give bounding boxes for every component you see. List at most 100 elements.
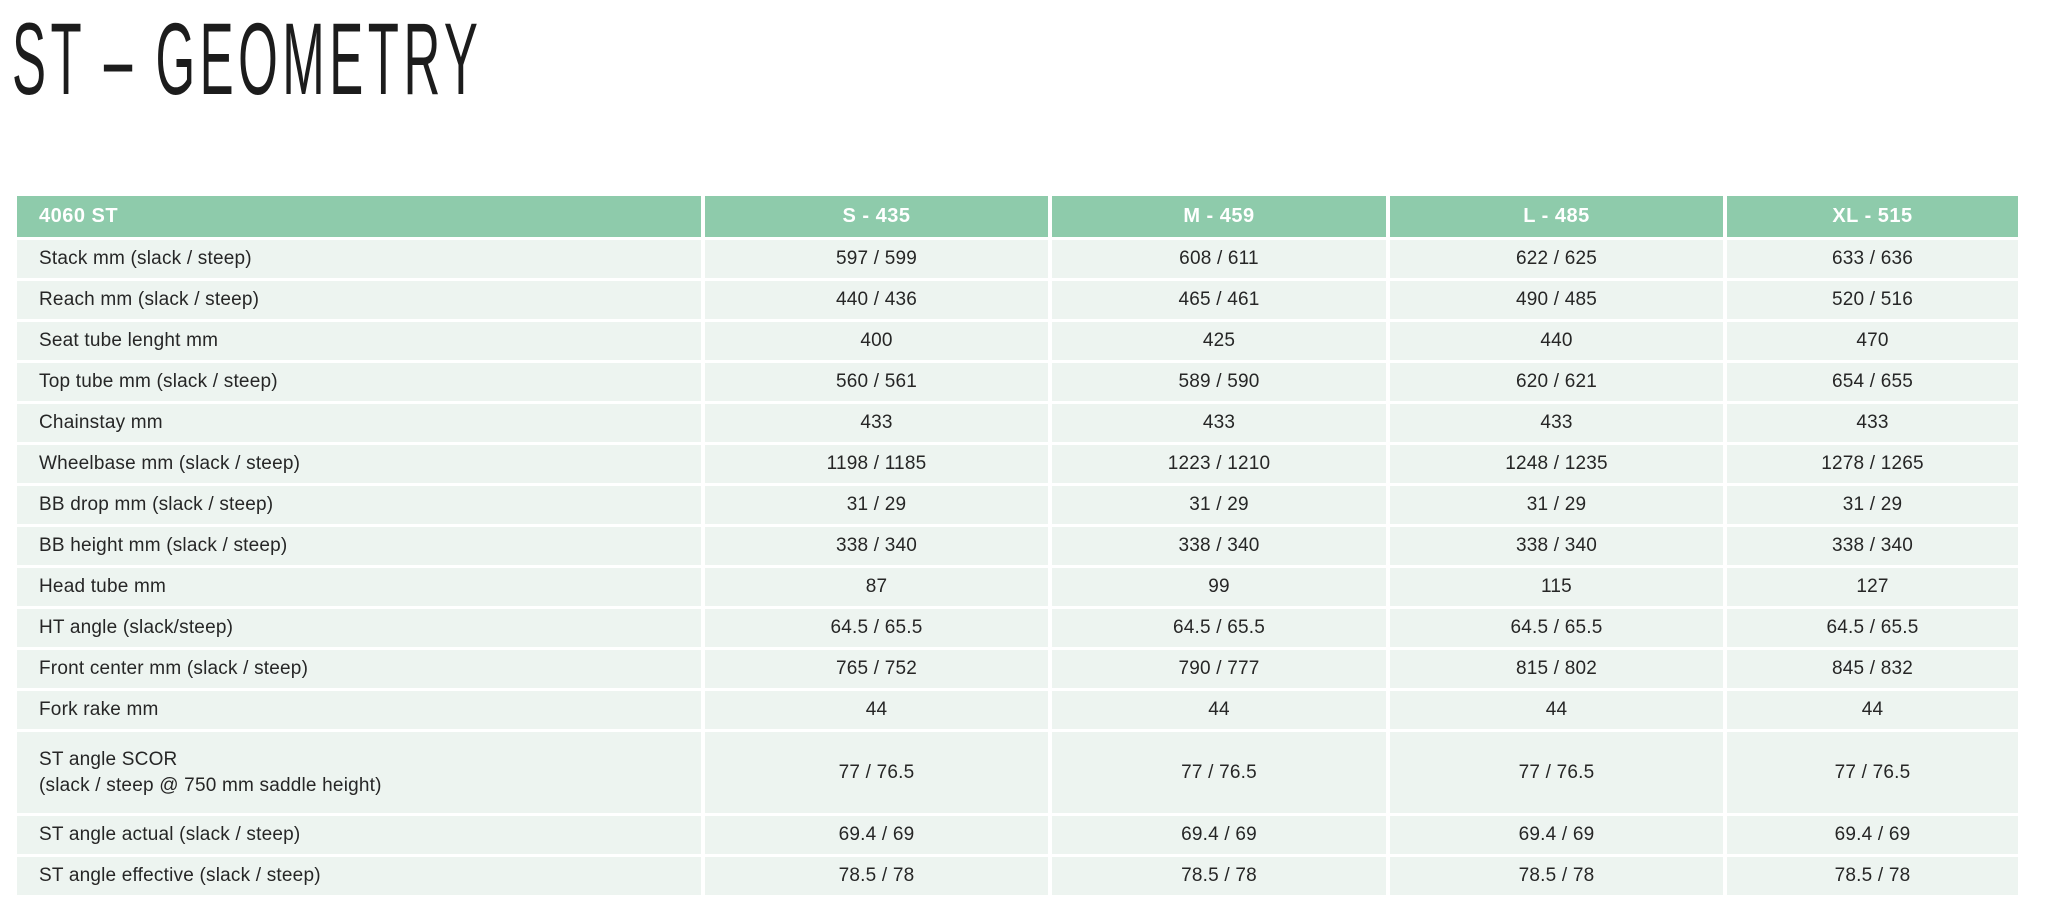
cell-value: 470 (1727, 322, 2018, 360)
cell-value: 338 / 340 (1052, 527, 1390, 565)
cell-value: 31 / 29 (705, 486, 1052, 524)
table-row: BB drop mm (slack / steep) 31 / 29 31 / 29… (17, 486, 2018, 524)
table-row: Chainstay mm 433 433 433 433 (17, 404, 2018, 442)
cell-value: 440 / 436 (705, 281, 1052, 319)
table-row: Seat tube lenght mm 400 425 440 470 (17, 322, 2018, 360)
cell-value: 127 (1727, 568, 2018, 606)
cell-value: 31 / 29 (1052, 486, 1390, 524)
cell-value: 44 (1727, 691, 2018, 729)
row-label: Stack mm (slack / steep) (17, 240, 705, 278)
cell-value: 490 / 485 (1390, 281, 1727, 319)
cell-value: 31 / 29 (1390, 486, 1727, 524)
cell-value: 790 / 777 (1052, 650, 1390, 688)
cell-value: 69.4 / 69 (1727, 816, 2018, 854)
cell-value: 1248 / 1235 (1390, 445, 1727, 483)
table-row: Top tube mm (slack / steep) 560 / 561 589 … (17, 363, 2018, 401)
cell-value: 433 (1052, 404, 1390, 442)
row-label: ST angle actual (slack / steep) (17, 816, 705, 854)
cell-value: 44 (705, 691, 1052, 729)
cell-value: 400 (705, 322, 1052, 360)
row-label: BB height mm (slack / steep) (17, 527, 705, 565)
cell-value: 815 / 802 (1390, 650, 1727, 688)
cell-value: 64.5 / 65.5 (1052, 609, 1390, 647)
table-row: Reach mm (slack / steep) 440 / 436 465 / 4… (17, 281, 2018, 319)
cell-value: 608 / 611 (1052, 240, 1390, 278)
table-header-row: 4060 ST S - 435 M - 459 L - 485 XL - 515 (17, 196, 2018, 237)
cell-value: 99 (1052, 568, 1390, 606)
table-row: ST angle effective (slack / steep) 78.5 /… (17, 857, 2018, 895)
cell-value: 620 / 621 (1390, 363, 1727, 401)
table-row: ST angle actual (slack / steep) 69.4 / 69… (17, 816, 2018, 854)
cell-value: 77 / 76.5 (1727, 732, 2018, 813)
row-label: Fork rake mm (17, 691, 705, 729)
cell-value: 31 / 29 (1727, 486, 2018, 524)
table-row: HT angle (slack/steep) 64.5 / 65.5 64.5 / … (17, 609, 2018, 647)
cell-value: 654 / 655 (1727, 363, 2018, 401)
row-label: Wheelbase mm (slack / steep) (17, 445, 705, 483)
cell-value: 44 (1390, 691, 1727, 729)
table-row: Front center mm (slack / steep) 765 / 752… (17, 650, 2018, 688)
row-label: Chainstay mm (17, 404, 705, 442)
table-row: BB height mm (slack / steep) 338 / 340 338… (17, 527, 2018, 565)
row-label-line-2: (slack / steep @ 750 mm saddle height) (39, 774, 382, 796)
cell-value: 622 / 625 (1390, 240, 1727, 278)
cell-value: 78.5 / 78 (705, 857, 1052, 895)
cell-value: 78.5 / 78 (1727, 857, 2018, 895)
cell-value: 115 (1390, 568, 1727, 606)
cell-value: 78.5 / 78 (1052, 857, 1390, 895)
table-row: Fork rake mm 44 44 44 44 (17, 691, 2018, 729)
cell-value: 64.5 / 65.5 (1727, 609, 2018, 647)
cell-value: 597 / 599 (705, 240, 1052, 278)
table-row: Head tube mm 87 99 115 127 (17, 568, 2018, 606)
size-header-xl: XL - 515 (1727, 196, 2018, 237)
geometry-table: 4060 ST S - 435 M - 459 L - 485 XL - 515… (17, 196, 2018, 898)
table-row: ST angle SCOR (slack / steep @ 750 mm sad… (17, 732, 2018, 813)
cell-value: 433 (705, 404, 1052, 442)
row-label: ST angle SCOR (slack / steep @ 750 mm sad… (17, 732, 705, 813)
row-label: Top tube mm (slack / steep) (17, 363, 705, 401)
row-label: BB drop mm (slack / steep) (17, 486, 705, 524)
cell-value: 845 / 832 (1727, 650, 2018, 688)
row-label-line-1: ST angle SCOR (39, 748, 178, 770)
row-label: Head tube mm (17, 568, 705, 606)
size-header-l: L - 485 (1390, 196, 1727, 237)
table-row: Wheelbase mm (slack / steep) 1198 / 1185 1… (17, 445, 2018, 483)
table-body: Stack mm (slack / steep) 597 / 599 608 / 6… (17, 240, 2018, 895)
cell-value: 589 / 590 (1052, 363, 1390, 401)
cell-value: 87 (705, 568, 1052, 606)
size-header-s: S - 435 (705, 196, 1052, 237)
cell-value: 338 / 340 (1390, 527, 1727, 565)
cell-value: 64.5 / 65.5 (705, 609, 1052, 647)
cell-value: 1278 / 1265 (1727, 445, 2018, 483)
cell-value: 765 / 752 (705, 650, 1052, 688)
cell-value: 425 (1052, 322, 1390, 360)
cell-value: 44 (1052, 691, 1390, 729)
cell-value: 338 / 340 (705, 527, 1052, 565)
cell-value: 69.4 / 69 (705, 816, 1052, 854)
cell-value: 78.5 / 78 (1390, 857, 1727, 895)
cell-value: 433 (1727, 404, 2018, 442)
row-label: Reach mm (slack / steep) (17, 281, 705, 319)
row-label: Front center mm (slack / steep) (17, 650, 705, 688)
row-label: ST angle effective (slack / steep) (17, 857, 705, 895)
cell-value: 520 / 516 (1727, 281, 2018, 319)
cell-value: 1198 / 1185 (705, 445, 1052, 483)
row-label: HT angle (slack/steep) (17, 609, 705, 647)
cell-value: 338 / 340 (1727, 527, 2018, 565)
cell-value: 1223 / 1210 (1052, 445, 1390, 483)
cell-value: 69.4 / 69 (1390, 816, 1727, 854)
page-title: ST – GEOMETRY (12, 2, 483, 116)
cell-value: 77 / 76.5 (1390, 732, 1727, 813)
cell-value: 440 (1390, 322, 1727, 360)
cell-value: 433 (1390, 404, 1727, 442)
cell-value: 633 / 636 (1727, 240, 2018, 278)
table-row: Stack mm (slack / steep) 597 / 599 608 / 6… (17, 240, 2018, 278)
cell-value: 77 / 76.5 (1052, 732, 1390, 813)
row-label: Seat tube lenght mm (17, 322, 705, 360)
cell-value: 77 / 76.5 (705, 732, 1052, 813)
cell-value: 560 / 561 (705, 363, 1052, 401)
cell-value: 64.5 / 65.5 (1390, 609, 1727, 647)
model-header-cell: 4060 ST (17, 196, 705, 237)
cell-value: 465 / 461 (1052, 281, 1390, 319)
